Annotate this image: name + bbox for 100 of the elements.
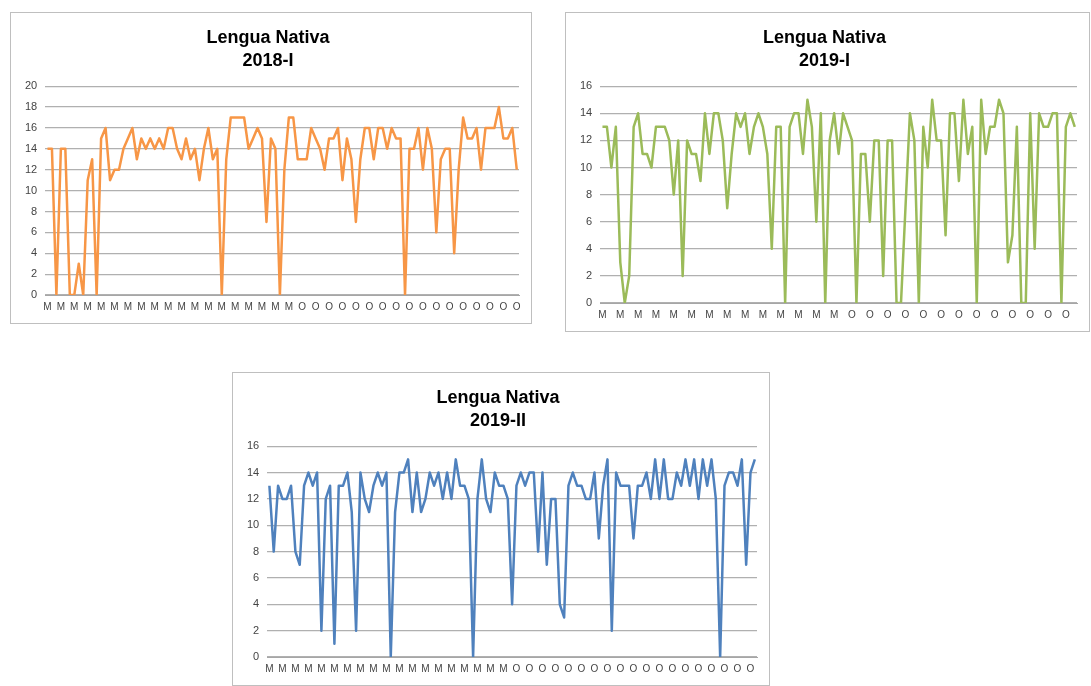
- x-tick-label: M: [740, 308, 750, 320]
- x-tick-label: O: [472, 300, 481, 312]
- chart-subtitle: 2018-I: [242, 50, 294, 71]
- x-tick-label: O: [365, 300, 374, 312]
- y-tick-label: 8: [253, 544, 260, 557]
- x-tick-label: O: [694, 662, 703, 674]
- x-tick-label: O: [733, 662, 742, 674]
- x-tick-label: M: [473, 662, 482, 674]
- x-tick-label: M: [669, 308, 678, 320]
- x-tick-label: M: [633, 308, 643, 320]
- y-tick-label: 16: [579, 79, 593, 92]
- y-tick-label: 12: [246, 491, 260, 504]
- x-tick-label: M: [687, 308, 696, 320]
- x-tick-label: M: [70, 300, 79, 312]
- y-tick-label: 18: [24, 100, 38, 113]
- x-tick-label: M: [271, 300, 280, 312]
- x-tick-label: O: [338, 300, 347, 312]
- x-tick-label: M: [776, 308, 785, 320]
- x-tick-label: M: [83, 300, 92, 312]
- x-tick-label: O: [603, 662, 612, 674]
- x-tick-label: O: [512, 300, 521, 312]
- x-tick-label: O: [311, 300, 320, 312]
- y-tick-label: 6: [31, 225, 38, 238]
- x-tick-label: M: [723, 308, 732, 320]
- x-tick-label: O: [919, 308, 928, 320]
- x-tick-label: M: [794, 308, 803, 320]
- y-tick-label: 6: [586, 214, 593, 227]
- x-tick-label: O: [459, 300, 468, 312]
- x-tick-label: O: [707, 662, 716, 674]
- x-tick-label: M: [123, 300, 133, 312]
- x-tick-label: O: [668, 662, 677, 674]
- x-tick-label: M: [265, 662, 274, 674]
- x-tick-label: M: [616, 308, 625, 320]
- x-tick-label: M: [43, 300, 52, 312]
- x-tick-label: O: [432, 300, 441, 312]
- x-tick-label: O: [486, 300, 495, 312]
- chart-subtitle: 2019-I: [798, 50, 851, 71]
- x-tick-label: M: [231, 300, 240, 312]
- y-tick-label: 10: [24, 183, 38, 196]
- x-tick-label: M: [304, 662, 313, 674]
- x-tick-label: O: [577, 662, 586, 674]
- x-tick-label: M: [651, 308, 661, 320]
- x-tick-label: M: [343, 662, 352, 674]
- x-tick-label: M: [317, 662, 326, 674]
- x-tick-label: O: [955, 308, 964, 320]
- x-tick-label: M: [257, 300, 267, 312]
- x-tick-label: O: [564, 662, 573, 674]
- x-tick-label: M: [499, 662, 508, 674]
- x-tick-label: O: [655, 662, 664, 674]
- x-tick-label: M: [460, 662, 469, 674]
- x-tick-label: O: [499, 300, 508, 312]
- x-tick-label: M: [434, 662, 443, 674]
- x-tick-label: M: [278, 662, 287, 674]
- x-tick-label: O: [901, 308, 910, 320]
- x-tick-label: M: [110, 300, 119, 312]
- x-tick-label: M: [705, 308, 714, 320]
- x-tick-label: O: [405, 300, 414, 312]
- x-tick-label: M: [382, 662, 391, 674]
- x-tick-label: M: [284, 300, 293, 312]
- y-tick-label: 10: [246, 518, 260, 531]
- x-tick-label: M: [598, 308, 607, 320]
- x-tick-label: O: [445, 300, 454, 312]
- x-tick-label: O: [746, 662, 755, 674]
- x-tick-label: M: [96, 300, 106, 312]
- x-tick-label: M: [291, 662, 300, 674]
- x-tick-label: O: [1008, 308, 1017, 320]
- x-tick-label: M: [447, 662, 456, 674]
- y-tick-label: 16: [246, 439, 260, 452]
- y-tick-label: 20: [24, 79, 38, 92]
- x-tick-label: O: [351, 300, 360, 312]
- y-tick-label: 0: [31, 288, 38, 301]
- y-tick-label: 4: [253, 597, 260, 610]
- x-tick-label: O: [629, 662, 638, 674]
- x-tick-label: O: [616, 662, 625, 674]
- chart-title: Lengua Nativa: [762, 26, 887, 47]
- y-tick-label: 2: [31, 267, 38, 280]
- y-tick-label: 16: [24, 120, 38, 133]
- x-tick-label: O: [551, 662, 560, 674]
- x-tick-label: M: [408, 662, 417, 674]
- x-tick-label: M: [163, 300, 173, 312]
- y-tick-label: 14: [579, 106, 593, 119]
- chart-subtitle: 2019-II: [469, 410, 527, 431]
- x-tick-label: M: [356, 662, 365, 674]
- x-tick-label: O: [1044, 308, 1053, 320]
- x-tick-label: O: [419, 300, 428, 312]
- x-tick-label: O: [525, 662, 534, 674]
- x-tick-label: O: [642, 662, 651, 674]
- x-tick-label: O: [378, 300, 387, 312]
- y-tick-label: 0: [253, 650, 260, 663]
- y-tick-label: 4: [31, 246, 38, 259]
- x-tick-label: O: [298, 300, 307, 312]
- x-tick-label: M: [177, 300, 186, 312]
- x-tick-label: O: [1026, 308, 1035, 320]
- x-tick-label: O: [848, 308, 857, 320]
- y-tick-label: 14: [24, 141, 38, 154]
- x-tick-label: O: [1061, 308, 1070, 320]
- x-tick-label: M: [395, 662, 404, 674]
- x-tick-label: M: [217, 300, 226, 312]
- x-tick-label: M: [486, 662, 495, 674]
- chart-title: Lengua Nativa: [436, 386, 561, 407]
